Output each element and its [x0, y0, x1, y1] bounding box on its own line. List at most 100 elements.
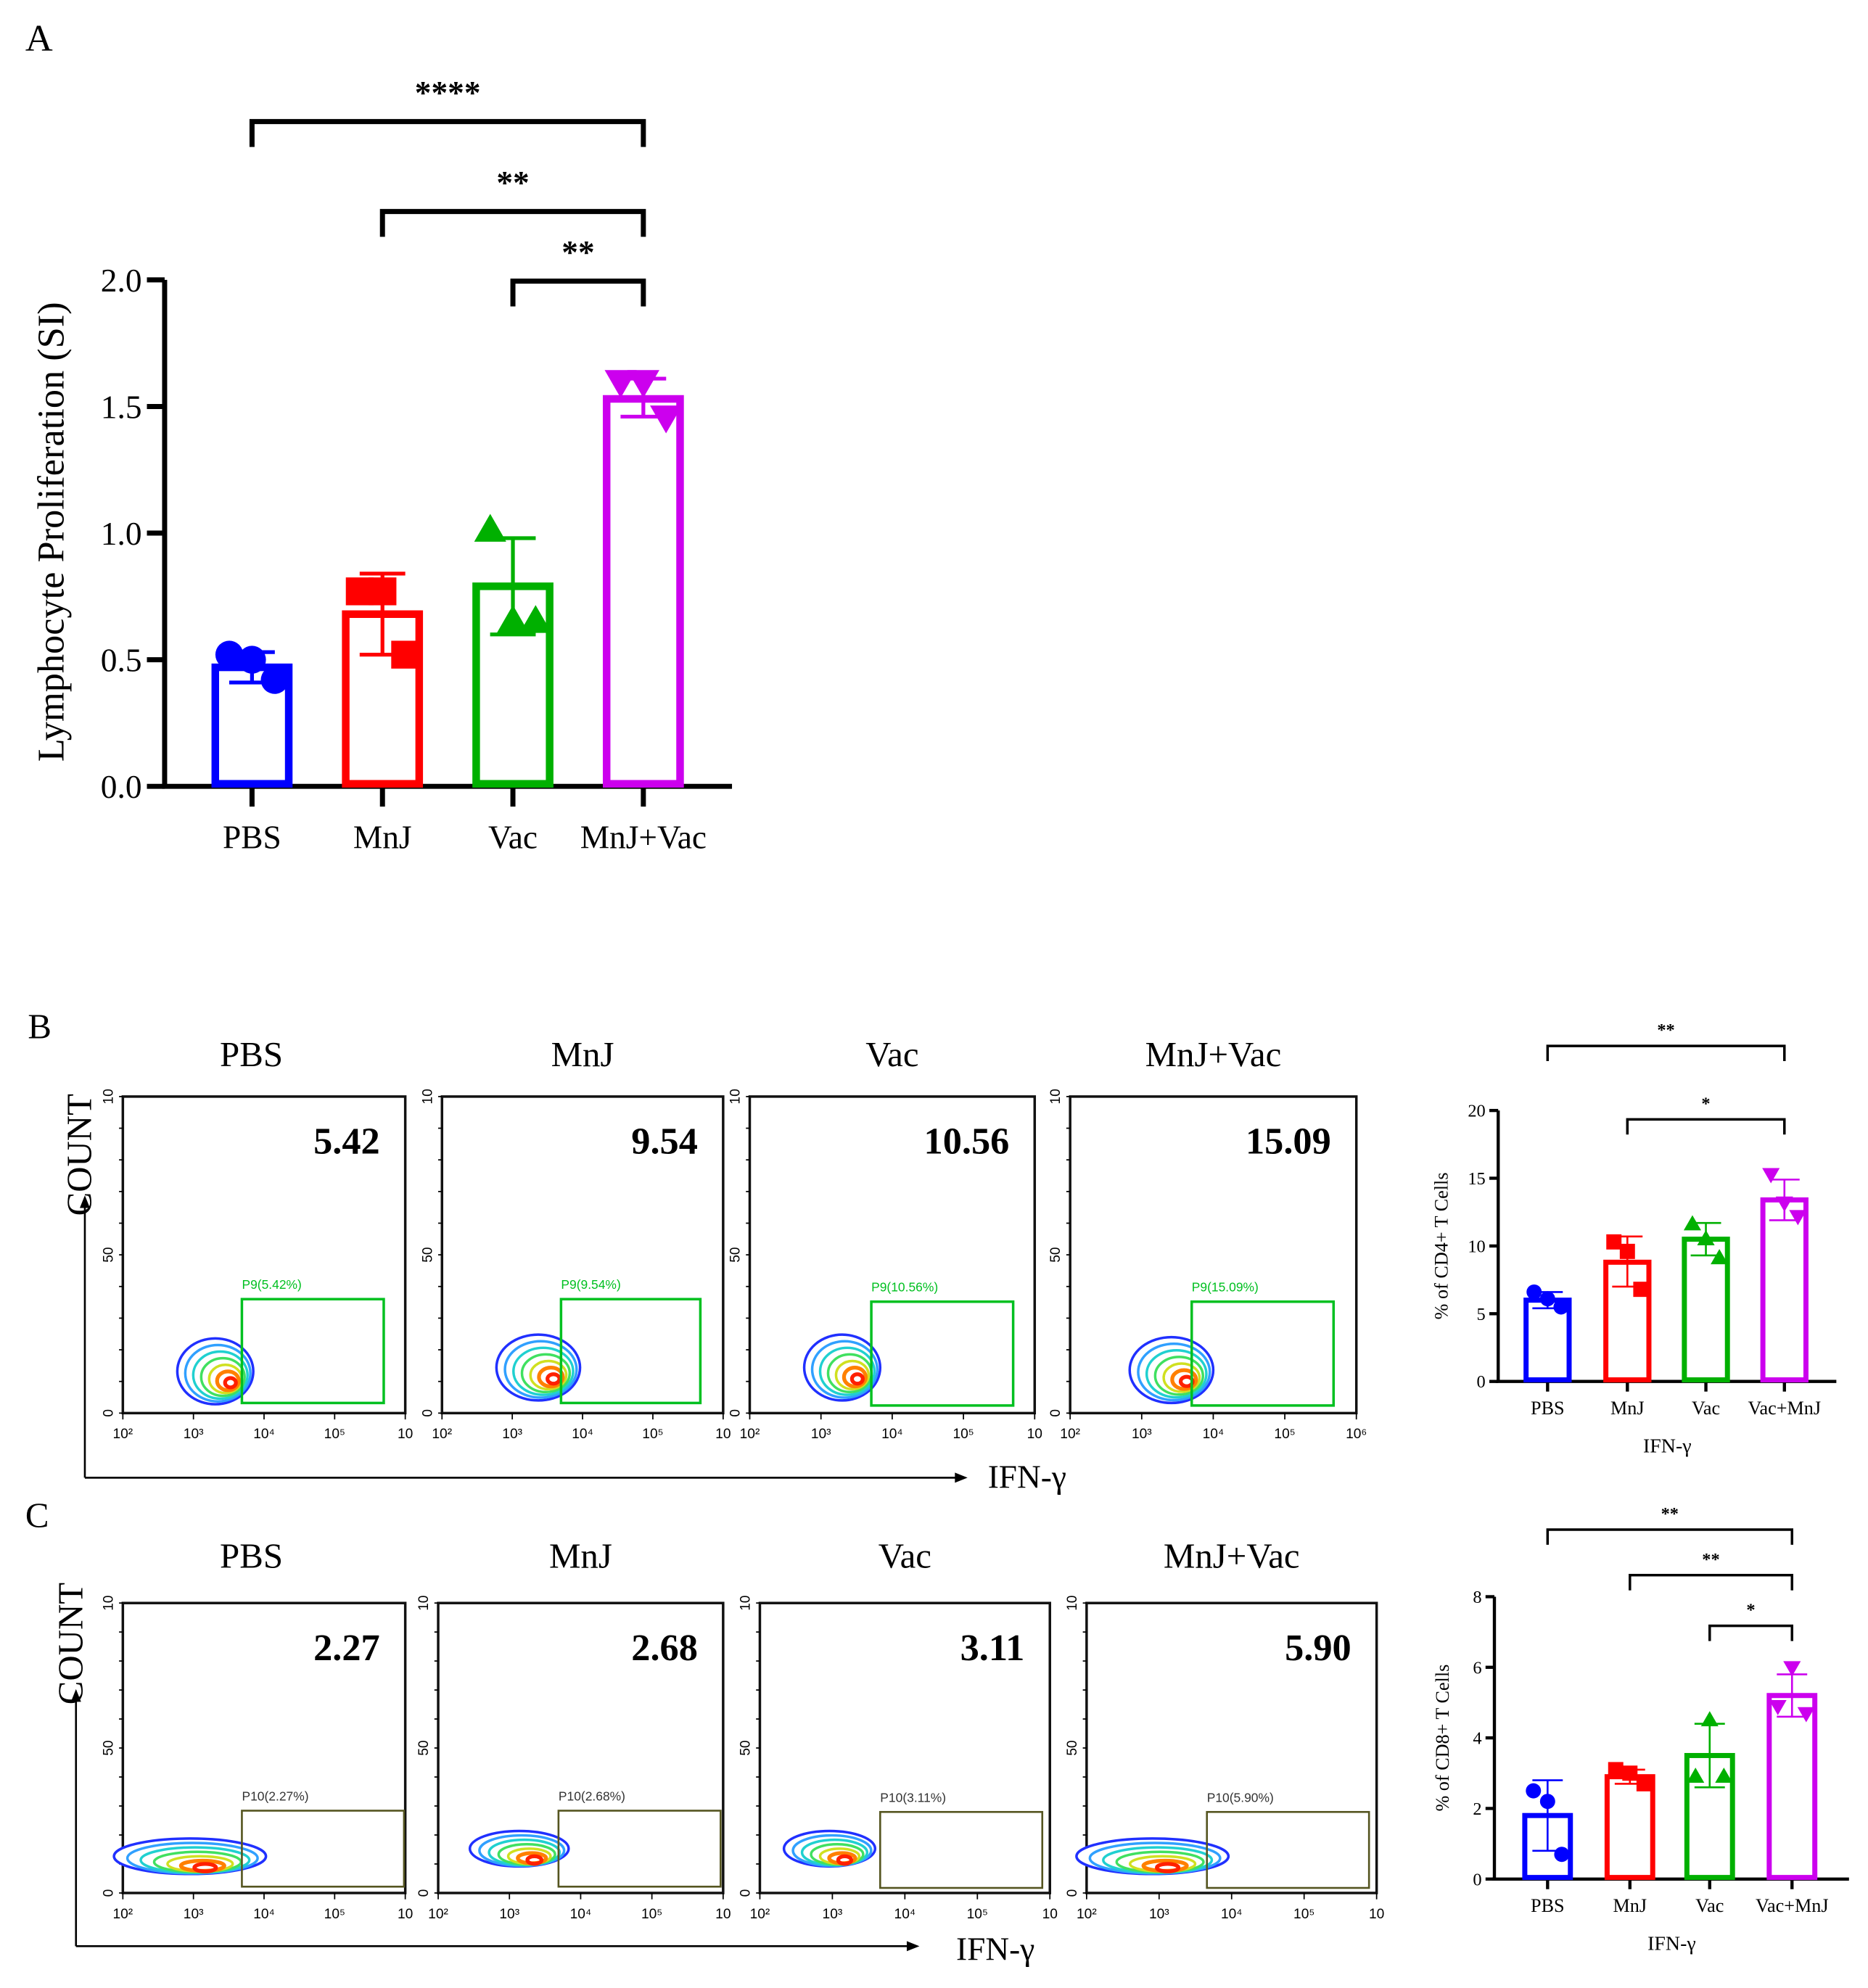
flow-plot-B-vac: Vac 10.56 0 50 10 10² 10³ 10⁴ 10⁵ 10 P9(10.56%)	[728, 1034, 1042, 1442]
point-triangle-down	[650, 405, 683, 434]
x-tick-label: 10	[398, 1907, 413, 1922]
point-triangle-up	[1715, 1768, 1733, 1783]
contour-level	[1153, 1356, 1204, 1396]
x-tick-label: 10⁵	[952, 1427, 974, 1442]
y-tick-label: 0	[101, 1409, 116, 1417]
x-tick-label: MnJ	[353, 820, 412, 856]
x-tick-label: 10²	[112, 1427, 133, 1442]
x-tick-label: 10⁴	[894, 1907, 916, 1922]
significance-bracket	[510, 279, 646, 307]
y-tick-label: 50	[101, 1740, 116, 1755]
gate-rectangle	[1206, 1810, 1370, 1889]
point-circle	[238, 646, 266, 674]
count-axis-label: COUNT	[50, 1583, 90, 1704]
x-tick-label: Vac	[488, 820, 538, 856]
arrowhead-icon	[70, 1688, 81, 1702]
point-triangle-up	[496, 605, 530, 633]
x-tick-label: MnJ	[1613, 1895, 1647, 1916]
flow-plot-value: 2.68	[631, 1627, 698, 1669]
x-tick-label: PBS	[1531, 1398, 1565, 1419]
y-tick-label: 0	[416, 1889, 432, 1897]
arrowhead-icon	[79, 1195, 90, 1208]
gate-label: P10(2.68%)	[559, 1789, 625, 1804]
x-tick-label: 10³	[1132, 1427, 1152, 1442]
y-tick-label: 2	[1473, 1799, 1481, 1819]
contour-level	[537, 1366, 565, 1389]
x-tick-label: 10⁴	[1221, 1907, 1243, 1922]
flow-plot-value: 3.11	[960, 1627, 1025, 1669]
flow-plot-title: MnJ	[551, 1034, 614, 1074]
point-circle	[1553, 1299, 1569, 1315]
x-tick-label: MnJ+Vac	[580, 820, 707, 856]
y-tick-label: 50	[1065, 1740, 1080, 1755]
x-tick-label: 10²	[750, 1907, 770, 1922]
x-tick-label: 10⁵	[1293, 1907, 1314, 1922]
x-tick-label: 10⁴	[253, 1427, 275, 1442]
arrowhead-icon	[906, 1941, 920, 1952]
contour-level	[842, 1366, 868, 1389]
point-circle	[1526, 1783, 1542, 1799]
significance-bracket	[379, 209, 646, 237]
flow-plot-value: 2.27	[313, 1627, 380, 1669]
flow-plot-C-mnj: MnJ 2.68 0 50 10 10² 10³ 10⁴ 10⁵ 10 P10(2.68%)	[416, 1535, 731, 1922]
x-tick-label: 10	[1369, 1907, 1384, 1922]
contour-level	[546, 1372, 561, 1386]
flow-plot-B-mnj: MnJ 9.54 0 50 10 10² 10³ 10⁴ 10⁵ 10 P9(9.54%)	[420, 1034, 731, 1442]
x-tick-label: Vac	[1695, 1895, 1724, 1916]
contour-level	[834, 1359, 871, 1391]
point-triangle-down	[1762, 1168, 1780, 1184]
significance-stars: **	[1661, 1504, 1679, 1524]
y-tick-label: 10	[1048, 1089, 1063, 1104]
x-tick-label: 10²	[112, 1907, 133, 1922]
y-tick-label: 0	[1048, 1409, 1063, 1417]
point-square	[391, 640, 419, 669]
panel-label-b: B	[28, 1007, 52, 1047]
significance-stars: **	[1702, 1550, 1719, 1570]
point-triangle-down	[627, 370, 659, 398]
y-tick-label: 0.0	[101, 769, 142, 805]
ifn-axis-label: IFN-γ	[988, 1459, 1066, 1495]
contour-level	[1155, 1862, 1181, 1873]
x-tick-label: MnJ	[1610, 1398, 1645, 1419]
y-tick-label: 20	[1468, 1102, 1485, 1121]
point-circle	[1526, 1284, 1542, 1300]
point-triangle-up	[1711, 1249, 1729, 1265]
bar-vac-mnj	[1766, 1693, 1818, 1881]
panel-label-c: C	[25, 1495, 49, 1535]
flow-plot-C-mnj-vac: MnJ+Vac 5.90 0 50 10 10² 10³ 10⁴ 10⁵ 10 P10(5.90%)	[1065, 1535, 1384, 1922]
x-tick-label: PBS	[223, 820, 281, 856]
y-tick-label: 0	[1473, 1870, 1481, 1889]
point-triangle-up	[1683, 1215, 1702, 1231]
x-axis-title: IFN-γ	[1643, 1435, 1692, 1457]
point-circle	[1539, 1794, 1555, 1810]
x-tick-label: 10⁴	[881, 1427, 903, 1442]
point-triangle-up	[1700, 1711, 1719, 1727]
y-tick-label: 0	[101, 1889, 116, 1897]
flow-plot-B-pbs: PBS 5.42 0 50 10 10² 10³ 10⁴ 10⁵ 10 P9(5.42%)	[101, 1034, 413, 1442]
contour-level	[223, 1376, 238, 1390]
gate-label: P9(15.09%)	[1192, 1280, 1259, 1295]
y-tick-label: 10	[420, 1089, 435, 1104]
x-tick-label: 10⁴	[1203, 1427, 1225, 1442]
y-tick-label: 10	[1065, 1596, 1080, 1611]
point-circle	[1554, 1847, 1570, 1863]
bar-chart-C: 0 2 4 6 8 % of CD8+ T Cells PBS MnJ Vac Vac+MnJ IF…	[1432, 1504, 1849, 1955]
significance-stars: *	[1746, 1601, 1755, 1620]
gate-rectangle	[241, 1810, 406, 1888]
contour-level	[215, 1369, 241, 1393]
ifn-axis-label: IFN-γ	[956, 1931, 1034, 1968]
contour-level	[192, 1862, 218, 1873]
flow-plot-value: 10.56	[924, 1120, 1010, 1162]
y-tick-label: 10	[1468, 1237, 1485, 1256]
significance-stars: **	[561, 234, 594, 271]
x-tick-label: 10³	[184, 1427, 204, 1442]
contour-level	[520, 1353, 572, 1394]
point-triangle-down	[1769, 1699, 1787, 1715]
panel-label-a: A	[25, 17, 53, 59]
significance-stars: ****	[415, 75, 481, 111]
chart-layer: 0.0 0.5 1.0 1.5 2.0 Lymphocyte Proliferation …	[30, 75, 1849, 1968]
x-tick-label: 10⁵	[1274, 1427, 1295, 1442]
flow-plot-title: Vac	[865, 1034, 918, 1074]
